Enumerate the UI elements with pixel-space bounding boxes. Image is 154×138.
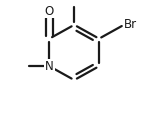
Text: N: N [45, 60, 54, 73]
Text: Br: Br [124, 18, 137, 31]
Text: O: O [45, 5, 54, 18]
